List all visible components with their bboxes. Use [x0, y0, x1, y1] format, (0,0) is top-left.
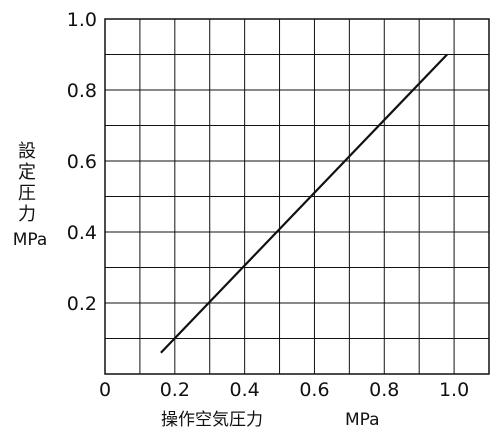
ylabel-char-3: 圧	[18, 183, 36, 204]
xlabel-unit: MPa	[345, 410, 380, 430]
x-tick-label: 1.0	[439, 379, 469, 401]
y-tick-labels: 0.2 0.4 0.6 0.8 1.0	[67, 9, 97, 315]
y-tick-label: 0.4	[67, 222, 97, 244]
ylabel-char-2: 定	[18, 162, 36, 183]
y-tick-label: 0.2	[67, 293, 97, 315]
x-tick-label: 0.4	[230, 379, 260, 401]
x-tick-labels: 0 0.2 0.4 0.6 0.8 1.0	[99, 379, 469, 401]
x-axis-title: 操作空気圧力 MPa	[161, 410, 380, 430]
xlabel-text: 操作空気圧力	[161, 410, 263, 430]
y-tick-label: 1.0	[67, 9, 97, 31]
grid-lines	[105, 19, 489, 374]
y-tick-label: 0.6	[67, 151, 97, 173]
x-tick-label: 0.2	[160, 379, 190, 401]
x-tick-label: 0.8	[369, 379, 399, 401]
x-tick-label: 0	[99, 379, 111, 401]
plot-frame	[104, 18, 490, 375]
y-axis-title: 設 定 圧 力 MPa	[13, 141, 48, 250]
y-tick-label: 0.8	[67, 80, 97, 102]
series-layer	[160, 53, 448, 354]
ylabel-unit: MPa	[13, 230, 48, 250]
ylabel-char-4: 力	[18, 204, 36, 225]
ylabel-char-1: 設	[18, 141, 36, 162]
series-line	[160, 53, 448, 354]
x-tick-label: 0.6	[299, 379, 329, 401]
